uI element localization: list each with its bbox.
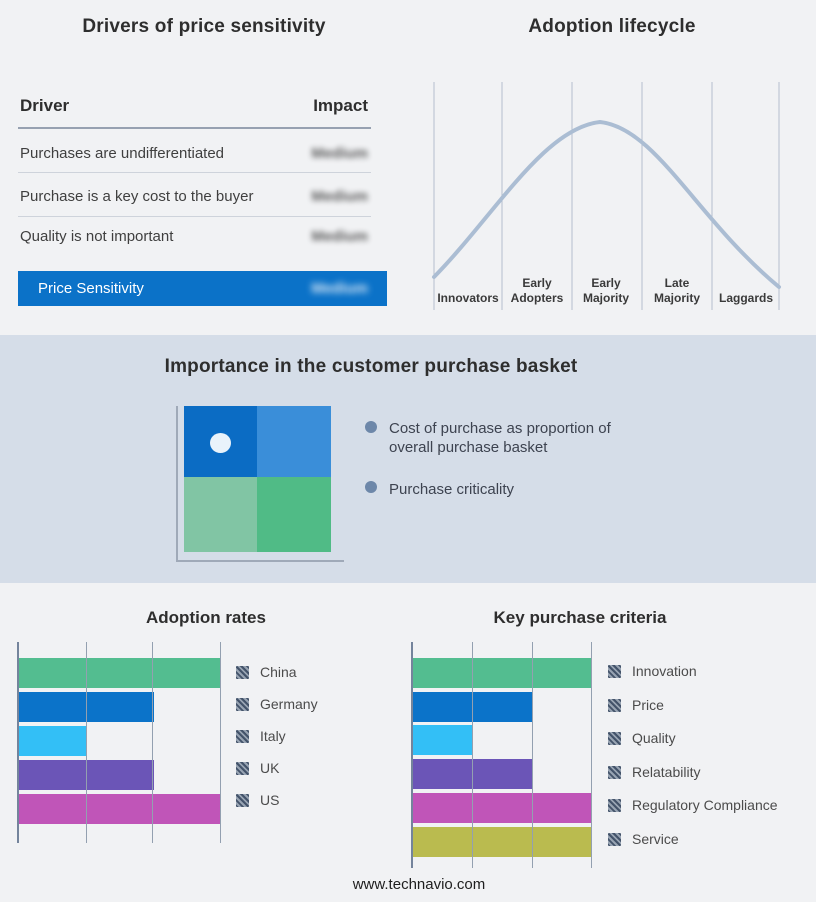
bar-innovation — [413, 658, 591, 688]
legend-label: Italy — [260, 728, 286, 744]
legend-label: Service — [632, 831, 679, 847]
bar-quality — [413, 725, 472, 755]
legend-swatch-icon — [608, 832, 621, 846]
legend-swatch-icon — [236, 697, 249, 711]
lifecycle-panel-title: Adoption lifecycle — [528, 16, 696, 37]
legend-label: Price — [632, 697, 664, 713]
position-marker-dot — [210, 433, 231, 453]
legend-label: UK — [260, 760, 280, 776]
basket-panel-title: Importance in the customer purchase bask… — [164, 356, 578, 377]
purchase-basket-band — [0, 335, 816, 583]
basket-quadrant — [184, 406, 331, 552]
legend-item-germany: Germany — [236, 696, 318, 712]
legend-swatch-icon — [608, 698, 621, 712]
impact-value-redacted: Medium — [311, 145, 368, 162]
stage-label-laggards: Laggards — [718, 291, 773, 305]
column-header-impact: Impact — [313, 96, 368, 115]
gridline — [152, 642, 153, 843]
drivers-panel-title: Drivers of price sensitivity — [82, 16, 326, 37]
legend-swatch-icon — [608, 731, 621, 745]
basket-bullet-1: Cost of purchase as proportion of overal… — [389, 420, 611, 456]
gridline — [472, 642, 473, 868]
legend-item-uk: UK — [236, 760, 279, 776]
y-axis — [17, 642, 19, 843]
impact-value-redacted: Medium — [311, 188, 368, 205]
legend-swatch-icon — [608, 664, 621, 678]
gridline — [86, 642, 87, 843]
basket-x-axis — [176, 560, 344, 562]
bar-us — [19, 794, 221, 824]
bullet-icon — [365, 481, 377, 493]
legend-item-china: China — [236, 664, 297, 680]
legend-swatch-icon — [608, 765, 621, 779]
table-header-rule — [18, 127, 371, 129]
bell-curve — [432, 119, 781, 289]
stage-label-early-majority: Early Majority — [582, 276, 629, 305]
stage-label-early-adopters: Early Adopters — [510, 276, 564, 305]
legend-label: Germany — [260, 696, 318, 712]
bar-service — [413, 827, 591, 857]
legend-item-price: Price — [608, 697, 664, 713]
legend-item-regulatory-compliance: Regulatory Compliance — [608, 797, 778, 813]
legend-item-service: Service — [608, 831, 679, 847]
quadrant-top-right — [257, 406, 331, 477]
bar-italy — [19, 726, 86, 756]
quadrant-bottom-left — [184, 477, 257, 552]
bullet-icon — [365, 421, 377, 433]
row-divider — [18, 216, 371, 217]
key-purchase-criteria-title: Key purchase criteria — [493, 608, 667, 627]
legend-label: China — [260, 664, 297, 680]
legend-label: Relatability — [632, 764, 701, 780]
price-sensitivity-summary-bar: Price Sensitivity Medium — [18, 271, 387, 306]
basket-bullet-2: Purchase criticality — [389, 481, 515, 498]
lifecycle-curve-chart — [432, 82, 781, 310]
legend-item-relatability: Relatability — [608, 764, 700, 780]
stage-label-late-majority: Late Majority — [653, 276, 700, 305]
legend-label: Innovation — [632, 663, 697, 679]
legend-item-us: US — [236, 792, 279, 808]
y-axis — [411, 642, 413, 868]
footer-url: www.technavio.com — [352, 876, 486, 893]
legend-item-innovation: Innovation — [608, 663, 697, 679]
impact-value-redacted: Medium — [311, 280, 368, 297]
legend-swatch-icon — [236, 665, 249, 679]
basket-y-axis — [176, 406, 178, 561]
gridline — [220, 642, 221, 843]
quadrant-bottom-right — [257, 477, 331, 552]
bar-regulatory-compliance — [413, 793, 591, 823]
lifecycle-gridlines — [433, 82, 780, 310]
legend-swatch-icon — [608, 798, 621, 812]
driver-row-label: Purchase is a key cost to the buyer — [20, 188, 254, 205]
bar-uk — [19, 760, 154, 790]
legend-item-quality: Quality — [608, 730, 676, 746]
lifecycle-plot — [424, 78, 788, 312]
column-header-driver: Driver — [20, 96, 70, 115]
stage-label-innovators: Innovators — [437, 291, 499, 305]
legend-label: Regulatory Compliance — [632, 797, 778, 813]
bar-china — [19, 658, 221, 688]
price-sensitivity-label: Price Sensitivity — [38, 280, 144, 297]
legend-swatch-icon — [236, 793, 249, 807]
driver-row-label: Quality is not important — [20, 228, 174, 245]
bar-relatability — [413, 759, 532, 789]
legend-label: US — [260, 792, 280, 808]
legend-swatch-icon — [236, 761, 249, 775]
legend-swatch-icon — [236, 729, 249, 743]
impact-value-redacted: Medium — [311, 228, 368, 245]
gridline — [532, 642, 533, 868]
driver-row-label: Purchases are undifferentiated — [20, 145, 225, 162]
legend-label: Quality — [632, 730, 676, 746]
bar-price — [413, 692, 532, 722]
row-divider — [18, 172, 371, 173]
bar-germany — [19, 692, 154, 722]
adoption-rates-title: Adoption rates — [146, 608, 266, 627]
gridline — [591, 642, 592, 868]
legend-item-italy: Italy — [236, 728, 286, 744]
